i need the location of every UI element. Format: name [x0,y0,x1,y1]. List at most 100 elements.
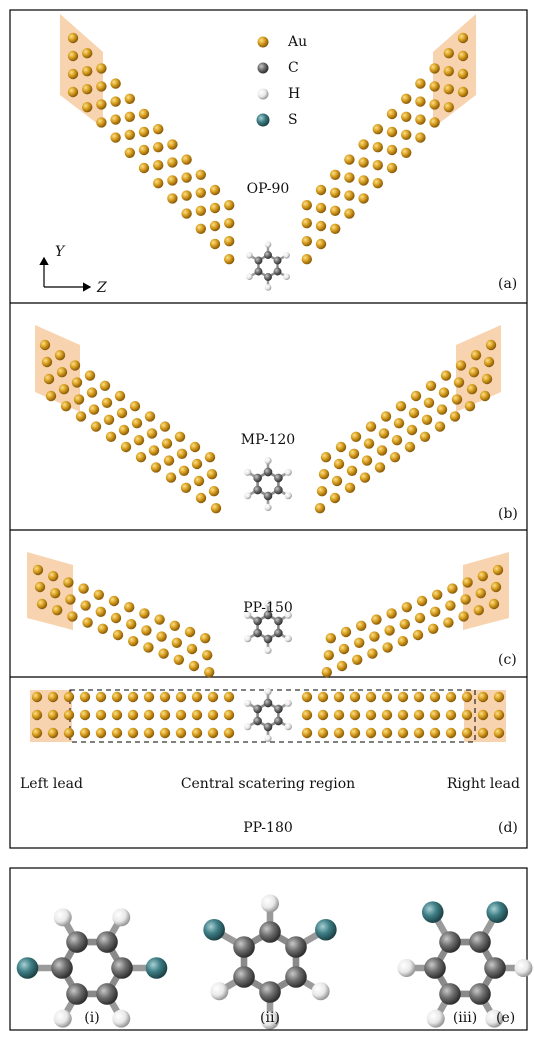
atom [480,391,490,401]
atom [415,613,425,623]
atom [143,642,153,652]
atom [261,895,279,913]
atom [162,438,172,448]
atoms [17,14,533,1030]
lead-region [60,14,103,128]
atom [283,252,290,259]
atom [192,459,202,469]
atom [317,486,327,496]
atom [362,455,372,465]
atom [110,132,120,142]
atom [244,723,251,730]
atom [119,425,129,435]
atom [82,48,92,58]
atom [302,692,312,702]
atom [285,723,292,730]
atom [179,466,189,476]
atom [82,102,92,112]
atom [302,728,312,738]
atom [153,160,163,170]
atom [208,710,218,720]
atom [316,185,326,195]
atom [274,617,283,626]
atom [330,206,340,216]
atom [187,644,197,654]
atom [494,710,504,720]
atom [54,1010,72,1028]
atom [246,273,253,280]
atom [255,268,263,276]
atom [344,172,354,182]
atom [387,163,397,173]
atom [484,957,506,979]
atom [174,655,184,665]
atom [334,710,344,720]
atom [334,728,344,738]
atom [40,340,50,350]
atom [258,37,269,48]
atom [253,717,262,726]
atom [202,650,212,660]
atom [430,607,440,617]
atom [452,394,462,404]
atom [474,605,484,615]
atom [203,919,225,941]
atom [66,983,88,1005]
atom [130,401,140,411]
atom [285,936,307,958]
atom [160,728,170,738]
atom [194,476,204,486]
atom [358,193,368,203]
atom [411,391,421,401]
atom [185,627,195,637]
atom [96,710,106,720]
atom [429,81,439,91]
atom [146,957,168,979]
atom [153,178,163,188]
atom [160,710,170,720]
atom [439,931,461,953]
atom [366,728,376,738]
atom [350,710,360,720]
atom [430,728,440,738]
atom [48,710,58,720]
atom [426,381,436,391]
atom [274,268,282,276]
atom [424,957,446,979]
atom [207,469,217,479]
atom [462,692,472,702]
atom [302,200,312,210]
atom [96,692,106,702]
atom [318,728,328,738]
atom [253,486,262,495]
atom [349,449,359,459]
atom [55,350,65,360]
atom [444,48,454,58]
atom [358,175,368,185]
atom [253,617,262,626]
atom [96,117,106,127]
atom [402,602,412,612]
atom [430,710,440,720]
atom [447,583,457,593]
atom [145,411,155,421]
atom [366,421,376,431]
atom [264,504,271,511]
atom [484,357,494,367]
atom [74,394,84,404]
atom [439,387,449,397]
atom [414,710,424,720]
molecule-label: (iii) [453,1010,477,1026]
atom [110,96,120,106]
atom [274,717,283,726]
atom [401,94,411,104]
atom [128,636,138,646]
atom [50,588,60,598]
atom [424,398,434,408]
atom [244,635,251,642]
panel-name: OP-90 [247,181,290,197]
atom [96,931,118,953]
atom [373,124,383,134]
atom [196,493,206,503]
atom [326,633,336,643]
